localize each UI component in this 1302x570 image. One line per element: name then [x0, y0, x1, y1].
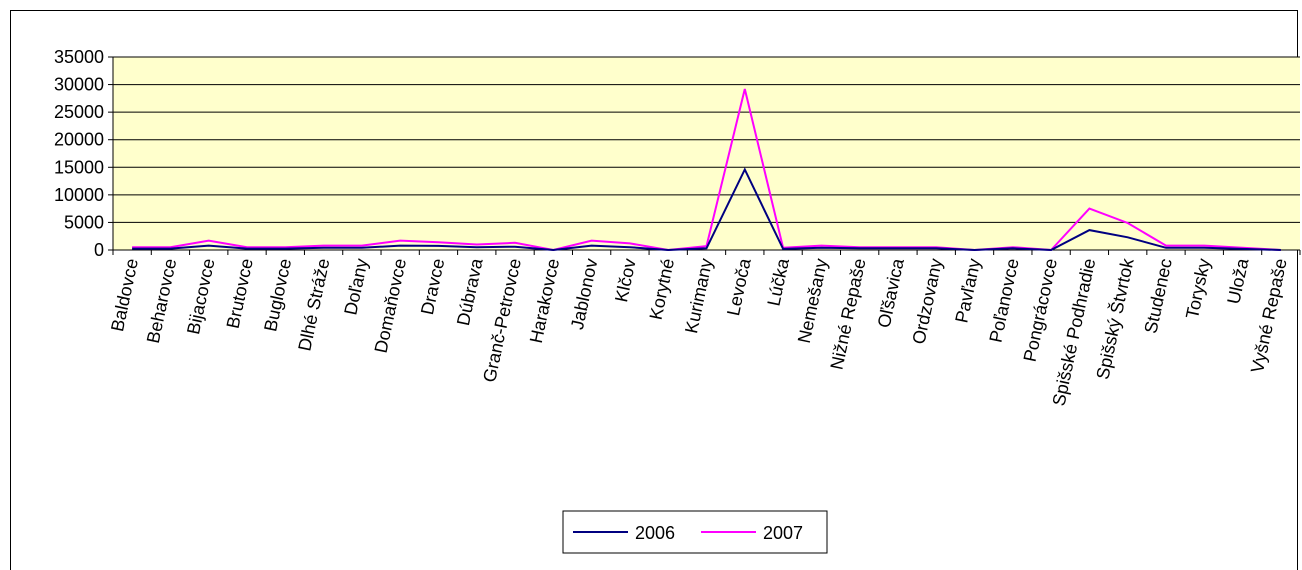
x-category-label: Vyšné Repaše: [1247, 257, 1291, 375]
x-category-label: Doľany: [340, 257, 371, 317]
y-tick-label: 30000: [54, 75, 104, 95]
x-category-label: Jablonov: [567, 257, 602, 332]
x-category-label: Korytné: [646, 257, 678, 322]
x-category-label: Pavľany: [951, 257, 984, 325]
x-category-label: Bijacovce: [183, 257, 219, 337]
legend-label-2006: 2006: [635, 523, 675, 543]
x-category-label: Beharovce: [143, 257, 180, 345]
plot-background: [113, 57, 1300, 250]
axes: [108, 56, 1301, 255]
x-category-label: Dúbrava: [453, 256, 487, 328]
x-category-label: Poľanovce: [985, 257, 1022, 345]
x-category-label: Studenec: [1141, 257, 1176, 336]
y-tick-label: 35000: [54, 47, 104, 67]
x-category-label: Lúčka: [763, 256, 793, 308]
y-tick-label: 5000: [64, 212, 104, 232]
x-category-label: Pongrácovce: [1020, 257, 1061, 364]
x-category-label: Kurimany: [681, 257, 716, 336]
series-lines: [132, 88, 1281, 252]
x-category-label: Domaňovce: [371, 257, 411, 355]
chart-frame: [10, 10, 1298, 570]
x-category-label: Nižné Repaše: [827, 257, 870, 372]
y-tick-label: 0: [94, 240, 104, 260]
y-tick-label: 20000: [54, 130, 104, 150]
gridlines: [113, 56, 1300, 223]
x-category-label: Klčov: [611, 257, 640, 304]
y-tick-label: 25000: [54, 102, 104, 122]
x-category-label: Torysky: [1182, 257, 1214, 321]
x-category-label: Dravce: [417, 257, 448, 317]
y-tick-label: 15000: [54, 157, 104, 177]
x-category-label: Buglovce: [260, 257, 295, 334]
x-category-label: Uloža: [1223, 256, 1252, 306]
x-category-label: Oľšavica: [874, 256, 908, 330]
x-category-label: Spišský Štvrtok: [1091, 255, 1137, 381]
x-category-label: Granč-Petrovce: [479, 257, 525, 384]
x-category-label: Dlhé Stráže: [294, 257, 333, 353]
x-category-label: Levoča: [723, 256, 755, 318]
y-tick-label: 10000: [54, 185, 104, 205]
series-line-2006: [132, 167, 1281, 252]
x-category-label: Harakovce: [526, 257, 563, 345]
x-category-label: Brutovce: [223, 257, 257, 331]
x-category-label: Ordzovany: [908, 257, 946, 346]
plot-area: [113, 57, 1300, 250]
legend: 2006 2007: [562, 510, 828, 554]
x-tick-labels: Baldovce Beharovce Bijacovce Brutovce Buglov…: [107, 255, 1291, 407]
y-tick-labels: 0 5000 10000 15000 20000 25000 30000 35000: [54, 47, 104, 260]
x-category-label: Baldovce: [107, 257, 142, 334]
x-category-label: Nemešany: [794, 257, 831, 345]
legend-label-2007: 2007: [763, 523, 803, 543]
